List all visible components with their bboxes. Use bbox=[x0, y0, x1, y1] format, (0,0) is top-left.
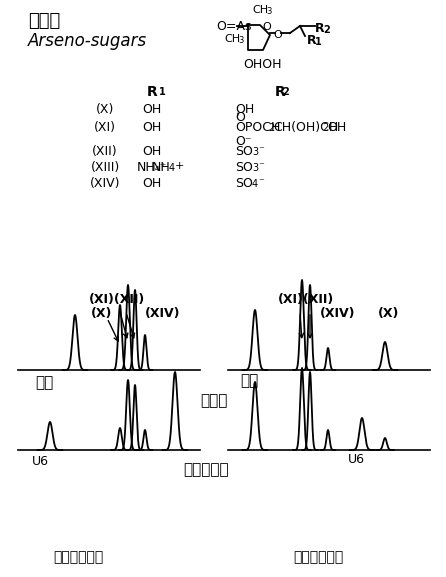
Text: R: R bbox=[315, 22, 325, 35]
Text: ヒ素糖: ヒ素糖 bbox=[28, 12, 60, 30]
Text: (X): (X) bbox=[378, 307, 399, 320]
Text: カチオン分離: カチオン分離 bbox=[293, 550, 343, 564]
Text: +: + bbox=[175, 161, 184, 171]
Text: 3: 3 bbox=[252, 147, 258, 157]
Text: SO: SO bbox=[235, 177, 253, 190]
Text: SO: SO bbox=[235, 145, 253, 158]
Text: O: O bbox=[235, 111, 245, 124]
Text: (X): (X) bbox=[96, 103, 114, 116]
Text: 2: 2 bbox=[268, 123, 274, 133]
Text: OH: OH bbox=[142, 103, 161, 116]
Text: CH: CH bbox=[252, 5, 268, 15]
Text: 2: 2 bbox=[322, 123, 328, 133]
Text: (XII): (XII) bbox=[92, 145, 118, 158]
Text: 3: 3 bbox=[266, 7, 271, 16]
Text: U6: U6 bbox=[348, 453, 365, 466]
Text: (XI): (XI) bbox=[94, 121, 116, 134]
Text: ⁻: ⁻ bbox=[258, 145, 264, 155]
Text: 2: 2 bbox=[323, 25, 330, 35]
Text: NH₄⁺: NH₄⁺ bbox=[137, 161, 167, 174]
Text: 4: 4 bbox=[169, 163, 175, 173]
Text: OH: OH bbox=[142, 177, 161, 190]
Text: O: O bbox=[262, 22, 271, 32]
Text: ワカメ: ワカメ bbox=[200, 393, 227, 408]
Text: 3: 3 bbox=[238, 36, 244, 45]
Text: NH: NH bbox=[152, 161, 171, 174]
Text: アニオン分離: アニオン分離 bbox=[53, 550, 103, 564]
Text: (XIV): (XIV) bbox=[90, 177, 120, 190]
Text: (XIV): (XIV) bbox=[145, 307, 181, 320]
Text: OHOH: OHOH bbox=[243, 58, 281, 71]
Text: 4: 4 bbox=[252, 179, 258, 189]
Text: O: O bbox=[273, 30, 282, 40]
Text: R: R bbox=[147, 85, 157, 99]
Text: ヒ酸: ヒ酸 bbox=[35, 375, 53, 390]
Text: CH: CH bbox=[224, 34, 240, 44]
Text: CH(OH)CH: CH(OH)CH bbox=[273, 121, 338, 134]
Text: OH: OH bbox=[235, 103, 254, 116]
Text: 3: 3 bbox=[252, 163, 258, 173]
Text: U6: U6 bbox=[32, 455, 49, 468]
Text: (XI)(XII): (XI)(XII) bbox=[89, 293, 145, 306]
Text: ホンダワラ: ホンダワラ bbox=[183, 462, 229, 477]
Text: 1: 1 bbox=[159, 87, 166, 97]
Text: (XIII): (XIII) bbox=[91, 161, 120, 174]
Text: (XIV): (XIV) bbox=[320, 307, 355, 320]
Text: 2: 2 bbox=[282, 87, 289, 97]
Text: OH: OH bbox=[142, 145, 161, 158]
Text: (X): (X) bbox=[91, 307, 113, 320]
Text: (XI)(XII): (XI)(XII) bbox=[278, 293, 334, 306]
Text: SO: SO bbox=[235, 161, 253, 174]
Text: OPOCH: OPOCH bbox=[235, 121, 281, 134]
Text: R: R bbox=[307, 34, 317, 47]
Text: OH: OH bbox=[142, 121, 161, 134]
Text: OH: OH bbox=[327, 121, 346, 134]
Text: Arseno-sugars: Arseno-sugars bbox=[28, 32, 147, 50]
Text: O⁻: O⁻ bbox=[235, 135, 252, 148]
Text: ヒ酸: ヒ酸 bbox=[240, 373, 258, 388]
Text: ⁻: ⁻ bbox=[258, 177, 264, 187]
Text: R: R bbox=[275, 85, 286, 99]
Text: O=As: O=As bbox=[216, 20, 252, 33]
Text: 1: 1 bbox=[315, 37, 322, 47]
Text: ⁻: ⁻ bbox=[258, 161, 264, 171]
